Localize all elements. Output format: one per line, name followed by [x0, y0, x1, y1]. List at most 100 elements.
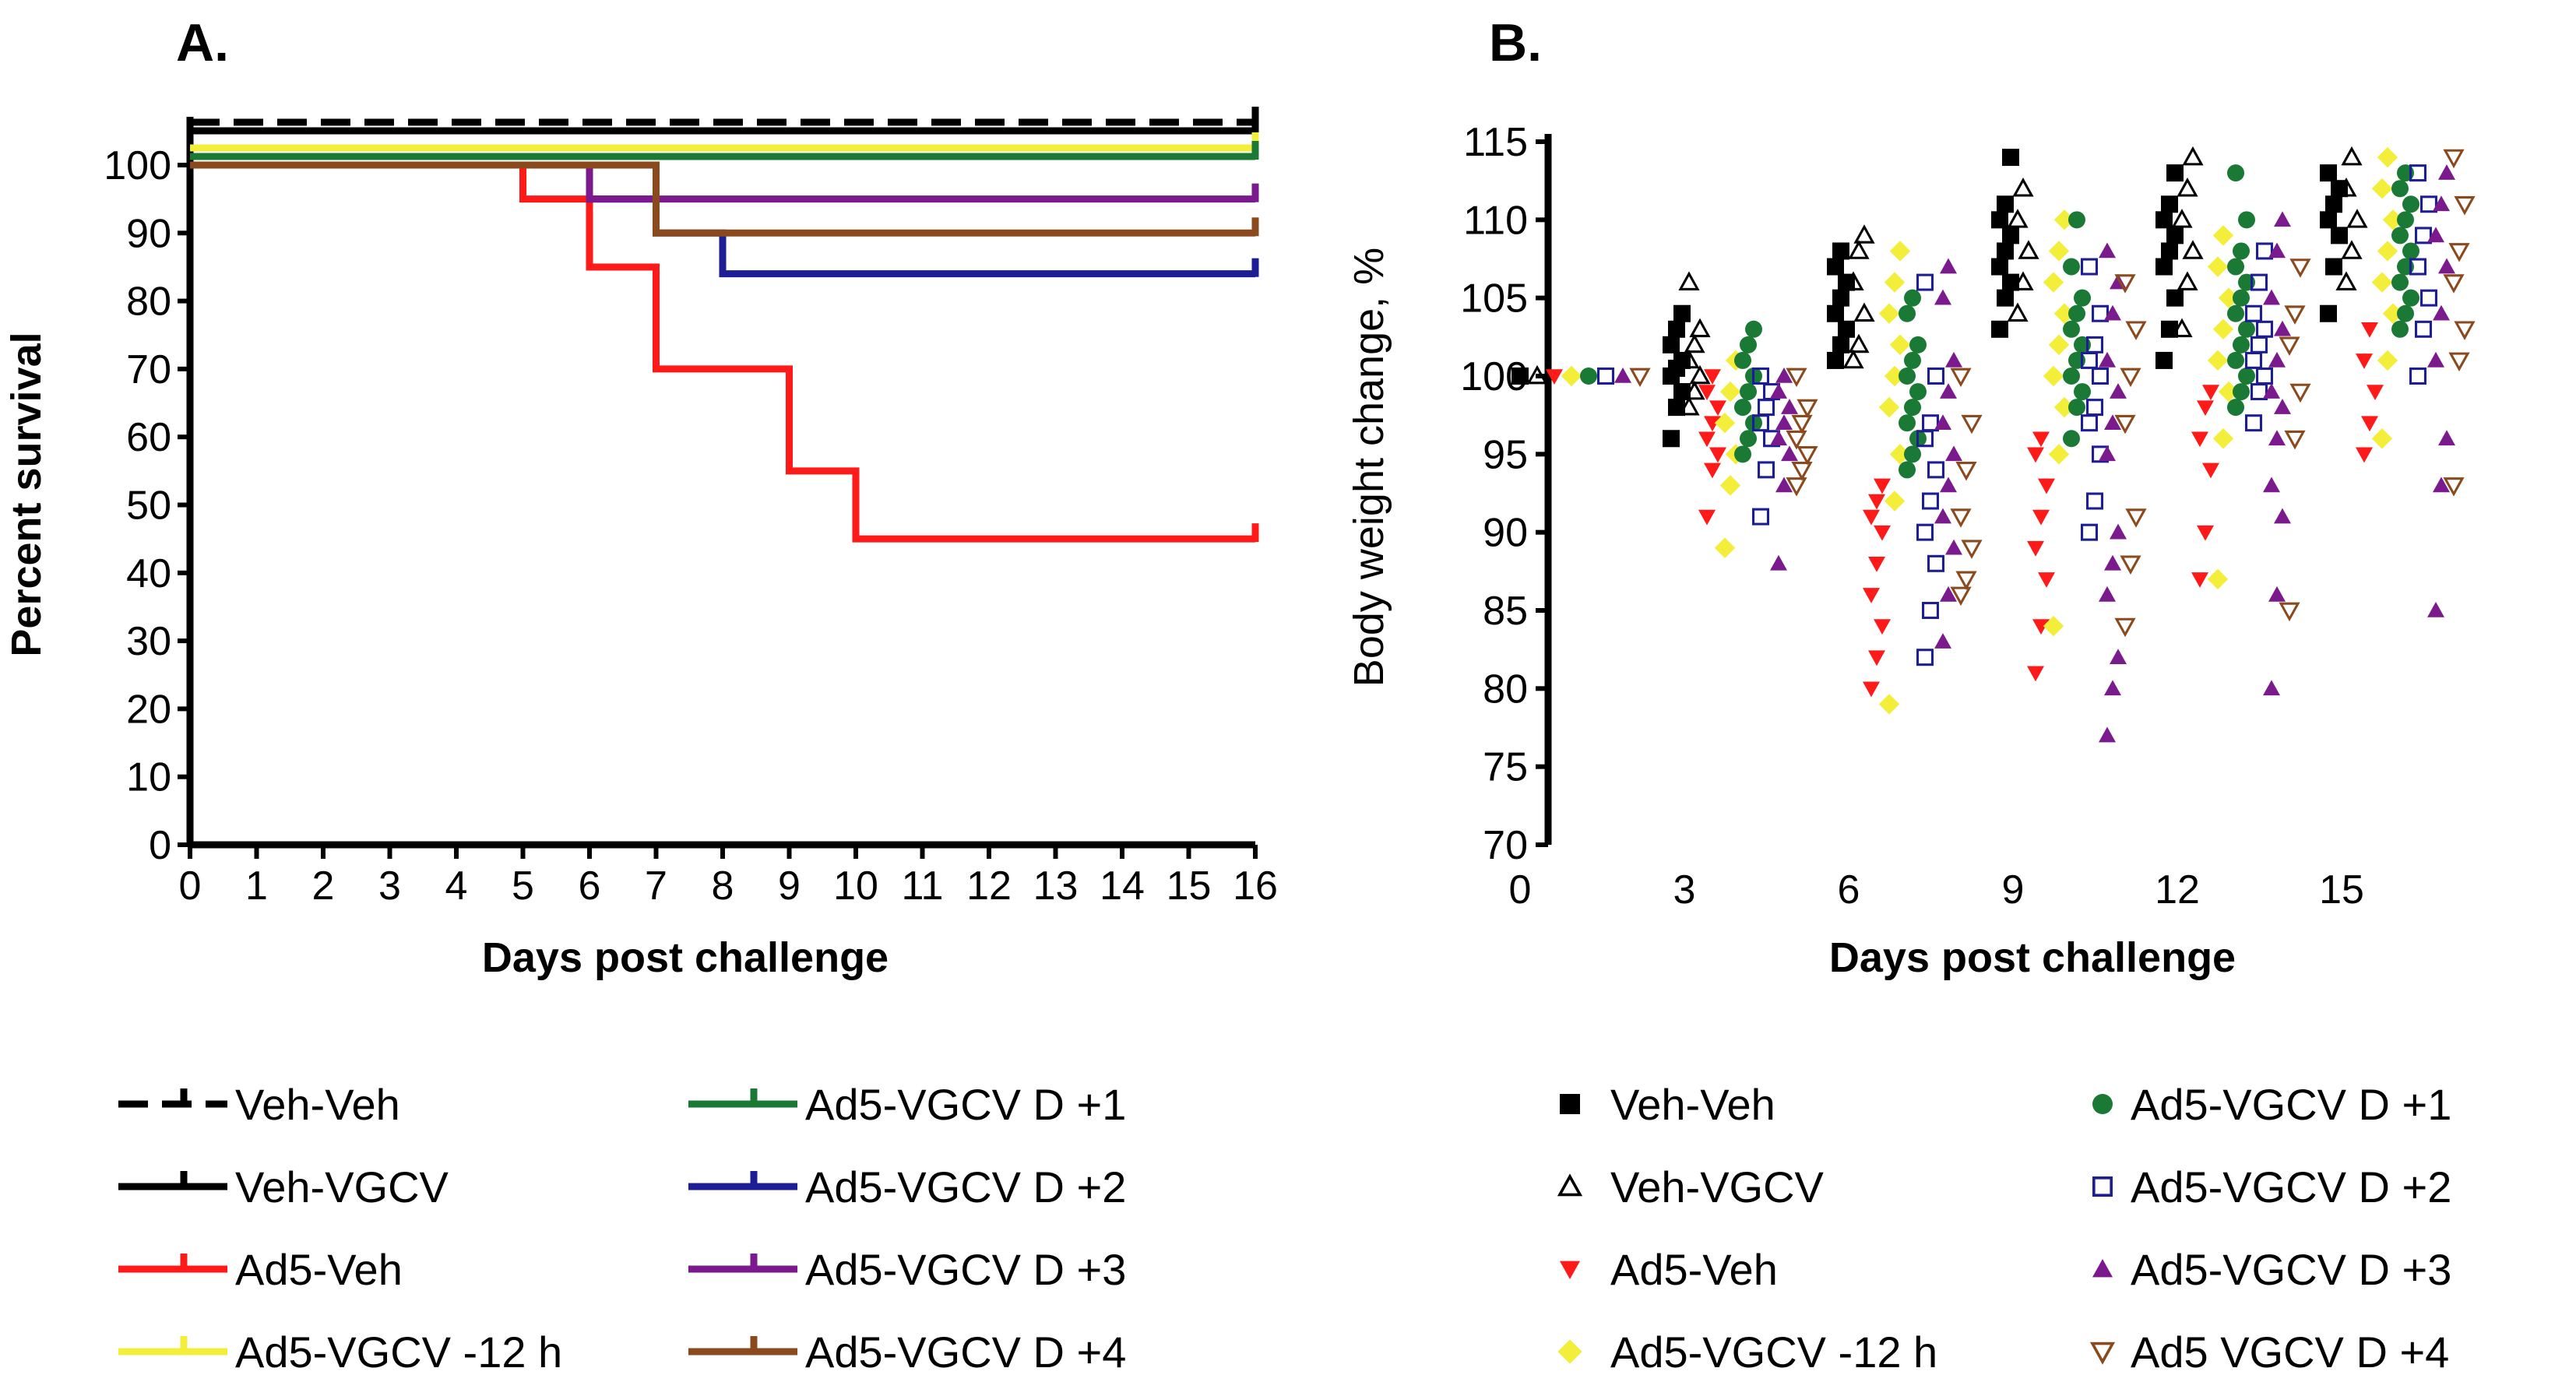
survival-x-tick-label: 9 [778, 863, 801, 909]
body-weight-y-tick-label: 95 [1483, 432, 1528, 477]
survival-series-line [190, 161, 1255, 543]
body-weight-point [2346, 209, 2368, 228]
body-weight-point [1863, 681, 1880, 698]
body-weight-x-tick-label: 3 [1673, 867, 1696, 913]
body-weight-point [2268, 242, 2286, 258]
survival-legend-label: Veh-Veh [235, 1080, 400, 1129]
body-weight-point [1704, 369, 1721, 385]
body-weight-point [2027, 540, 2044, 557]
survival-y-axis-label: Percent survival [3, 332, 50, 656]
body-weight-y-tick-label: 70 [1483, 823, 1528, 868]
body-weight-point [2063, 258, 2080, 276]
body-weight-legend-marker [1557, 1173, 1583, 1197]
body-weight-point [2114, 617, 2136, 638]
body-weight-point [1874, 619, 1891, 635]
survival-x-tick-label: 13 [1033, 863, 1079, 909]
body-weight-legend-label: Veh-Veh [1610, 1080, 1775, 1129]
body-weight-legend-marker [2092, 1176, 2113, 1197]
body-weight-point [2171, 209, 2193, 228]
body-weight-point [1950, 508, 1972, 528]
survival-x-tick-label: 10 [833, 863, 878, 909]
body-weight-point [2263, 289, 2280, 305]
body-weight-point [2284, 430, 2306, 450]
body-weight-x-tick-label: 12 [2155, 867, 2200, 913]
body-weight-point [2161, 195, 2178, 213]
body-weight-point [2032, 431, 2050, 448]
body-weight-point [2320, 211, 2337, 229]
body-weight-point [1668, 320, 1685, 338]
body-weight-point [2038, 478, 2055, 494]
body-weight-point [1922, 414, 1940, 432]
body-weight-point [2361, 322, 2378, 338]
body-weight-y-tick-label: 85 [1483, 589, 1528, 634]
body-weight-point [2415, 320, 2433, 338]
panel-b-label: B. [1489, 13, 1542, 72]
body-weight-point [1904, 445, 1921, 463]
body-weight-point [2048, 334, 2070, 356]
body-weight-legend-label: Ad5-VGCV -12 h [1610, 1328, 1937, 1375]
body-weight-point [2256, 242, 2274, 260]
survival-x-tick-label: 12 [966, 863, 1012, 909]
body-weight-point [1797, 399, 1818, 419]
body-weight-point [2391, 180, 2409, 198]
body-weight-point [1704, 416, 1721, 432]
body-weight-point [2371, 428, 2393, 449]
panel-a-label: A. [176, 13, 229, 72]
body-weight-point [2092, 304, 2110, 322]
body-weight-point [2032, 619, 2050, 635]
body-weight-point [2207, 568, 2229, 590]
body-weight-point [2438, 430, 2455, 446]
body-weight-point [2341, 240, 2363, 259]
body-weight-legend-label: Veh-VGCV [1610, 1162, 1825, 1211]
body-weight-point [1684, 380, 1705, 400]
body-weight-point [2218, 287, 2240, 308]
body-weight-point [2367, 385, 2384, 401]
body-weight-point [1863, 588, 1880, 603]
body-weight-point [2099, 445, 2116, 462]
body-weight-point [2227, 258, 2244, 276]
body-weight-point [1832, 242, 1849, 260]
body-weight-point [1853, 224, 1875, 244]
body-weight-legend: Veh-Veh Veh-VGCV Ad5-Veh Ad5-VGCV -12 h Ad5-… [1557, 1080, 2451, 1375]
body-weight-point [1848, 333, 1870, 353]
body-weight-point [2427, 227, 2444, 243]
body-weight-point [2099, 586, 2116, 602]
body-weight-point [2233, 242, 2250, 260]
body-weight-point [1940, 383, 1957, 399]
body-weight-point [2043, 615, 2064, 637]
body-weight-point [2409, 164, 2427, 182]
survival-legend-label: Ad5-Veh [235, 1245, 403, 1294]
body-weight-point [1927, 554, 1945, 572]
body-weight-point [2227, 164, 2244, 182]
body-weight-point [1961, 540, 1983, 559]
body-weight-y-axis-label: Body weight change, % [1346, 248, 1392, 687]
body-weight-point [2256, 320, 2274, 338]
body-weight-point [2250, 336, 2268, 353]
body-weight-point [2012, 271, 2034, 290]
body-weight-point [1781, 399, 1798, 414]
survival-legend-label: Ad5-VGCV D +3 [805, 1245, 1126, 1294]
body-weight-legend-marker [2089, 1342, 2116, 1365]
body-weight-point [2443, 274, 2465, 294]
survival-y-tick-label: 10 [126, 755, 171, 800]
body-weight-legend-label: Ad5-Veh [1610, 1245, 1778, 1294]
body-weight-point [2238, 320, 2255, 338]
body-weight-point [1745, 320, 1762, 338]
body-weight-point [2207, 350, 2229, 371]
body-weight-point [1719, 381, 1741, 403]
survival-series [190, 107, 1259, 543]
body-weight-point [2161, 242, 2178, 260]
body-weight-point [2218, 381, 2240, 403]
body-weight-point [1704, 462, 1721, 479]
body-weight-point [1827, 258, 1844, 276]
body-weight-point [1786, 367, 1807, 388]
body-weight-point [2397, 211, 2414, 229]
survival-x-tick-label: 5 [512, 863, 534, 909]
body-weight-point [1698, 431, 1716, 448]
body-weight-point [2448, 243, 2470, 262]
body-weight-x-tick-label: 6 [1838, 867, 1860, 913]
body-weight-point [2382, 303, 2404, 324]
body-weight-point [2402, 195, 2419, 213]
body-weight-point [2438, 258, 2455, 274]
